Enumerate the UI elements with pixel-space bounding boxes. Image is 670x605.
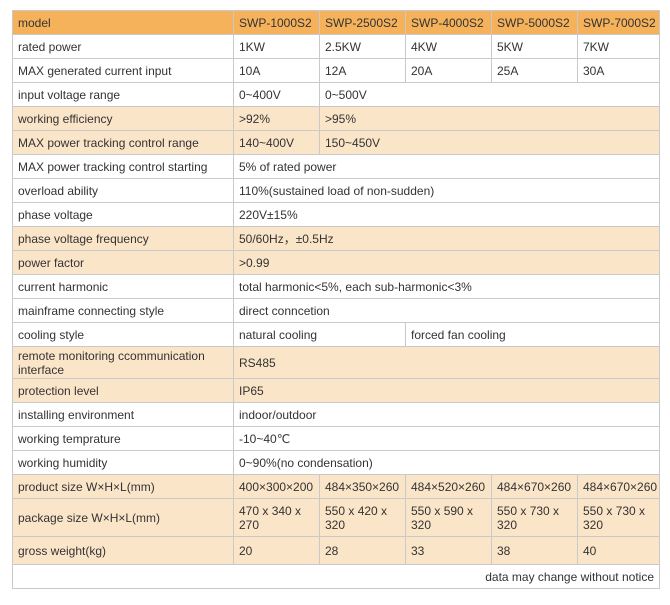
cell-value: 484×350×260 xyxy=(319,474,406,499)
table-row-package-size: package size W×H×L(mm) 470 x 340 x 270 5… xyxy=(12,498,660,537)
cell-value: forced fan cooling xyxy=(405,322,660,347)
header-label: model xyxy=(12,10,234,35)
cell-value: 38 xyxy=(491,536,578,565)
header-model: SWP-5000S2 xyxy=(491,10,578,35)
row-label: phase voltage frequency xyxy=(12,226,234,251)
row-label: working efficiency xyxy=(12,106,234,131)
table-row-mppt-range: MAX power tracking control range 140~400… xyxy=(12,130,660,155)
row-label: mainframe connecting style xyxy=(12,298,234,323)
table-row-humidity: working humidity 0~90%(no condensation) xyxy=(12,450,660,475)
cell-value: 0~90%(no condensation) xyxy=(233,450,660,475)
cell-value: 220V±15% xyxy=(233,202,660,227)
cell-value: 484×670×260 xyxy=(577,474,660,499)
cell-value: >92% xyxy=(233,106,320,131)
table-row-temperature: working temprature -10~40℃ xyxy=(12,426,660,451)
table-row-environment: installing environment indoor/outdoor xyxy=(12,402,660,427)
row-label: protection level xyxy=(12,378,234,403)
table-row-input-voltage: input voltage range 0~400V 0~500V xyxy=(12,82,660,107)
table-row-rated-power: rated power 1KW 2.5KW 4KW 5KW 7KW xyxy=(12,34,660,59)
spec-table: model SWP-1000S2 SWP-2500S2 SWP-4000S2 S… xyxy=(12,10,660,589)
table-row-efficiency: working efficiency >92% >95% xyxy=(12,106,660,131)
cell-value: 400×300×200 xyxy=(233,474,320,499)
table-row-current-harmonic: current harmonic total harmonic<5%, each… xyxy=(12,274,660,299)
row-label: current harmonic xyxy=(12,274,234,299)
cell-value: indoor/outdoor xyxy=(233,402,660,427)
cell-value: 470 x 340 x 270 xyxy=(233,498,320,537)
cell-value: 150~450V xyxy=(319,130,660,155)
cell-value: 0~500V xyxy=(319,82,660,107)
cell-value: 484×520×260 xyxy=(405,474,492,499)
table-note-row: data may change without notice xyxy=(12,564,660,589)
cell-value: 20 xyxy=(233,536,320,565)
row-label: MAX power tracking control starting xyxy=(12,154,234,179)
header-model: SWP-2500S2 xyxy=(319,10,406,35)
cell-value: 140~400V xyxy=(233,130,320,155)
table-row-mppt-start: MAX power tracking control starting 5% o… xyxy=(12,154,660,179)
cell-value: >95% xyxy=(319,106,660,131)
cell-value: natural cooling xyxy=(233,322,406,347)
cell-value: 25A xyxy=(491,58,578,83)
row-label: MAX generated current input xyxy=(12,58,234,83)
table-row-overload: overload ability 110%(sustained load of … xyxy=(12,178,660,203)
cell-value: 10A xyxy=(233,58,320,83)
cell-value: 550 x 590 x 320 xyxy=(405,498,492,537)
table-header-row: model SWP-1000S2 SWP-2500S2 SWP-4000S2 S… xyxy=(12,10,660,35)
cell-value: 1KW xyxy=(233,34,320,59)
cell-value: RS485 xyxy=(233,346,660,379)
cell-value: 50/60Hz，±0.5Hz xyxy=(233,226,660,251)
table-row-mainframe: mainframe connecting style direct connce… xyxy=(12,298,660,323)
row-label: input voltage range xyxy=(12,82,234,107)
header-model: SWP-1000S2 xyxy=(233,10,320,35)
cell-value: 5KW xyxy=(491,34,578,59)
table-row-gross-weight: gross weight(kg) 20 28 33 38 40 xyxy=(12,536,660,565)
cell-value: total harmonic<5%, each sub-harmonic<3% xyxy=(233,274,660,299)
row-label: installing environment xyxy=(12,402,234,427)
table-row-product-size: product size W×H×L(mm) 400×300×200 484×3… xyxy=(12,474,660,499)
cell-value: 30A xyxy=(577,58,660,83)
row-label: MAX power tracking control range xyxy=(12,130,234,155)
cell-value: 2.5KW xyxy=(319,34,406,59)
cell-value: 550 x 420 x 320 xyxy=(319,498,406,537)
cell-value: -10~40℃ xyxy=(233,426,660,451)
row-label: working humidity xyxy=(12,450,234,475)
table-row-phase-voltage: phase voltage 220V±15% xyxy=(12,202,660,227)
table-row-max-current: MAX generated current input 10A 12A 20A … xyxy=(12,58,660,83)
cell-value: 12A xyxy=(319,58,406,83)
cell-value: 20A xyxy=(405,58,492,83)
table-row-phase-frequency: phase voltage frequency 50/60Hz，±0.5Hz xyxy=(12,226,660,251)
row-label: rated power xyxy=(12,34,234,59)
cell-value: 33 xyxy=(405,536,492,565)
row-label: gross weight(kg) xyxy=(12,536,234,565)
cell-value: 4KW xyxy=(405,34,492,59)
row-label: cooling style xyxy=(12,322,234,347)
cell-value: 484×670×260 xyxy=(491,474,578,499)
cell-value: 550 x 730 x 320 xyxy=(491,498,578,537)
cell-value: 7KW xyxy=(577,34,660,59)
cell-value: 28 xyxy=(319,536,406,565)
table-row-cooling: cooling style natural cooling forced fan… xyxy=(12,322,660,347)
cell-value: 0~400V xyxy=(233,82,320,107)
row-label: power factor xyxy=(12,250,234,275)
row-label: product size W×H×L(mm) xyxy=(12,474,234,499)
disclaimer-note: data may change without notice xyxy=(12,564,660,589)
table-row-power-factor: power factor >0.99 xyxy=(12,250,660,275)
row-label: phase voltage xyxy=(12,202,234,227)
header-model: SWP-4000S2 xyxy=(405,10,492,35)
table-row-remote: remote monitoring ccommunication interfa… xyxy=(12,346,660,379)
row-label: working temprature xyxy=(12,426,234,451)
cell-value: 40 xyxy=(577,536,660,565)
cell-value: 5% of rated power xyxy=(233,154,660,179)
row-label: overload ability xyxy=(12,178,234,203)
header-model: SWP-7000S2 xyxy=(577,10,660,35)
cell-value: 550 x 730 x 320 xyxy=(577,498,660,537)
cell-value: 110%(sustained load of non-sudden) xyxy=(233,178,660,203)
cell-value: >0.99 xyxy=(233,250,660,275)
cell-value: direct conncetion xyxy=(233,298,660,323)
table-row-protection: protection level IP65 xyxy=(12,378,660,403)
row-label: package size W×H×L(mm) xyxy=(12,498,234,537)
spec-table-container: model SWP-1000S2 SWP-2500S2 SWP-4000S2 S… xyxy=(12,10,660,589)
row-label: remote monitoring ccommunication interfa… xyxy=(12,346,234,379)
cell-value: IP65 xyxy=(233,378,660,403)
